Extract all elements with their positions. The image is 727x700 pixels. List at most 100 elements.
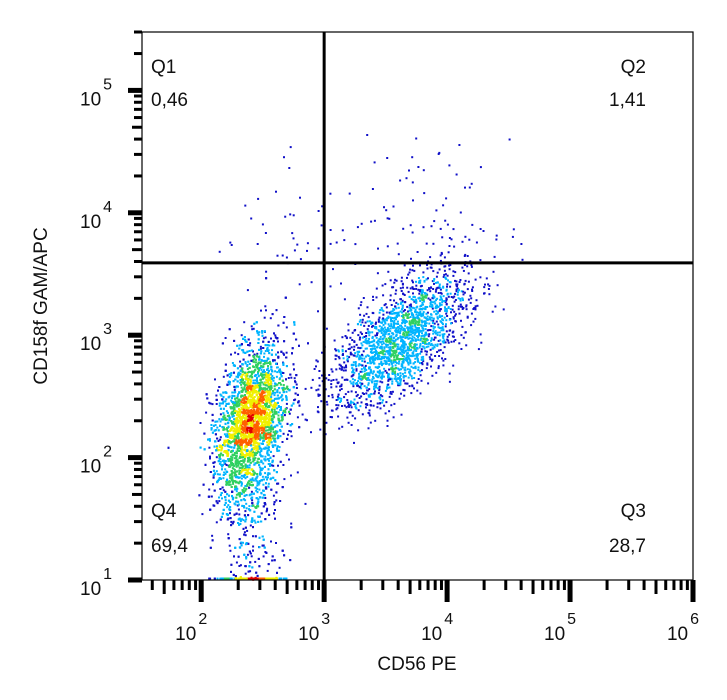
event-dot	[270, 441, 273, 444]
event-dot	[251, 414, 254, 417]
event-dot	[234, 412, 236, 414]
event-dot	[253, 391, 255, 394]
event-dot	[276, 447, 278, 450]
event-dot	[277, 482, 280, 485]
event-dot	[233, 472, 236, 475]
event-dot	[230, 459, 233, 462]
event-dot	[235, 476, 238, 479]
event-dot	[232, 427, 235, 429]
event-dot	[270, 337, 272, 340]
event-dot	[243, 401, 246, 404]
event-dot	[259, 469, 262, 472]
event-dot	[241, 376, 243, 379]
event-dot	[258, 358, 261, 361]
event-dot	[234, 401, 236, 404]
event-dot	[419, 342, 422, 345]
event-dot	[272, 421, 275, 424]
event-dot	[235, 397, 238, 400]
event-dot	[285, 453, 288, 456]
event-dot	[237, 508, 240, 511]
event-dot	[221, 402, 224, 405]
event-dot	[250, 439, 253, 442]
event-dot	[234, 485, 237, 488]
event-dot	[234, 400, 237, 403]
event-dot	[246, 426, 249, 429]
event-dot	[261, 370, 264, 373]
event-dot	[243, 427, 246, 429]
event-dot	[280, 406, 282, 408]
event-dot	[235, 438, 238, 441]
event-dot	[261, 475, 264, 478]
event-dot	[257, 391, 260, 394]
event-dot	[265, 510, 268, 513]
event-dot	[233, 371, 235, 374]
event-dot	[240, 477, 243, 480]
event-dot	[255, 410, 258, 413]
event-dot	[239, 440, 242, 443]
event-dot	[255, 434, 258, 437]
event-dot	[226, 478, 228, 481]
event-dot	[257, 396, 260, 399]
event-dot	[224, 337, 227, 339]
event-dot	[246, 386, 248, 389]
event-dot	[260, 427, 263, 430]
event-dot	[269, 317, 272, 320]
event-dot	[259, 447, 262, 450]
event-dot	[271, 313, 274, 316]
event-dot	[219, 518, 222, 521]
event-dot	[240, 406, 243, 409]
event-dot	[231, 391, 234, 394]
event-dot	[248, 354, 251, 357]
event-dot	[274, 336, 277, 339]
event-dot	[246, 406, 249, 409]
event-dot	[240, 492, 243, 495]
event-dot	[260, 405, 263, 408]
event-dot	[273, 434, 276, 437]
event-dot	[258, 445, 261, 448]
event-dot	[223, 418, 226, 421]
event-dot	[278, 449, 281, 452]
event-dot	[236, 487, 239, 490]
event-dot	[286, 385, 289, 388]
event-dot	[243, 433, 246, 436]
event-dot	[239, 492, 242, 495]
event-dot	[274, 509, 276, 511]
event-dot	[283, 353, 285, 356]
event-dot	[252, 429, 255, 431]
event-dot	[247, 399, 250, 402]
event-dot	[255, 364, 257, 367]
event-dot	[231, 476, 234, 479]
event-dot	[264, 350, 267, 352]
event-dot	[235, 428, 238, 431]
event-dot	[273, 344, 276, 347]
event-dot	[255, 403, 258, 406]
event-dot	[258, 447, 261, 450]
event-dot	[227, 403, 230, 405]
event-dot	[208, 577, 211, 580]
event-dot	[279, 368, 281, 371]
event-dot	[281, 379, 284, 382]
event-dot	[278, 577, 281, 580]
event-dot	[215, 449, 218, 452]
event-dot	[268, 513, 271, 516]
event-dot	[252, 454, 255, 457]
event-dot	[365, 337, 368, 340]
event-dot	[281, 549, 284, 552]
event-dot	[243, 469, 246, 472]
event-dot	[258, 382, 261, 385]
event-dot	[243, 487, 246, 490]
event-dot	[249, 409, 252, 412]
event-dot	[272, 445, 275, 448]
event-dot	[247, 481, 249, 484]
event-dot	[277, 464, 279, 467]
event-dot	[267, 453, 270, 456]
event-dot	[282, 409, 285, 412]
event-dot	[250, 386, 253, 389]
event-dot	[267, 447, 270, 450]
event-dot	[242, 428, 244, 431]
event-dot	[218, 496, 220, 499]
event-dot	[211, 539, 214, 542]
event-dot	[238, 494, 241, 497]
event-dot	[213, 465, 215, 468]
event-dot	[256, 438, 258, 441]
